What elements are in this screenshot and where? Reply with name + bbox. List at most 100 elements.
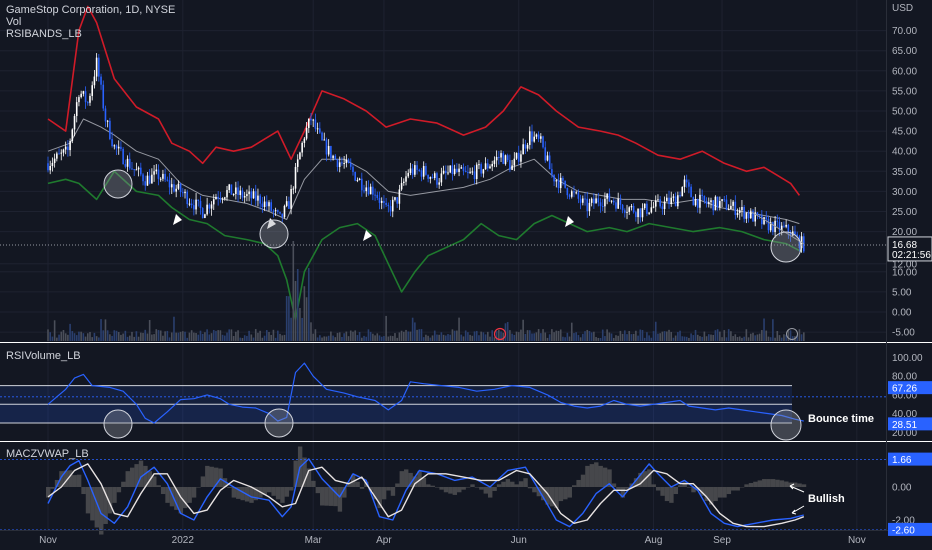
- candle-body: [745, 212, 748, 219]
- volume-bar: [148, 320, 151, 341]
- macz-vwap-pane[interactable]: [0, 446, 886, 535]
- volume-bar: [319, 335, 321, 341]
- rsibands-legend[interactable]: RSIBANDS_LB: [6, 28, 82, 40]
- volume-bar: [683, 336, 686, 341]
- candle-body: [254, 191, 257, 201]
- candle-body: [277, 210, 279, 212]
- candle-body: [316, 128, 319, 130]
- candle-body: [367, 187, 370, 195]
- volume-bar: [579, 337, 582, 341]
- volume-bar: [447, 334, 449, 341]
- candle-body: [535, 134, 538, 137]
- candle-body: [500, 153, 502, 158]
- macd-histogram-bar: [709, 487, 714, 505]
- rsi-volume-pane[interactable]: [0, 362, 886, 424]
- candle-body: [113, 145, 116, 147]
- volume-bar: [380, 336, 383, 341]
- candle-body: [425, 166, 427, 175]
- volume-bar: [307, 268, 310, 341]
- candle-body: [64, 146, 67, 150]
- candle-body: [679, 195, 681, 197]
- price-tick-label: 60.00: [892, 66, 917, 77]
- volume-bar: [522, 319, 524, 341]
- volume-bar: [212, 329, 215, 341]
- volume-bar: [111, 335, 113, 341]
- volume-bar: [464, 330, 467, 341]
- volume-bar: [789, 330, 792, 341]
- candle-body: [396, 197, 398, 204]
- price-pane[interactable]: [47, 5, 805, 342]
- countdown-value: 02:21:56: [892, 250, 931, 261]
- volume-bar: [151, 334, 153, 341]
- volume-bar: [60, 331, 63, 341]
- candle-body: [197, 199, 200, 202]
- volume-bar: [714, 330, 717, 341]
- candle-body: [696, 199, 699, 208]
- symbol-title[interactable]: GameStop Corporation, 1D, NYSE: [6, 4, 176, 16]
- highlight-circles: [103, 169, 802, 441]
- volume-bar: [146, 333, 149, 341]
- volume-bar: [772, 319, 774, 341]
- volume-bar: [639, 329, 642, 341]
- volume-bar: [469, 334, 471, 341]
- candle-body: [336, 159, 339, 167]
- candle-body: [451, 165, 454, 175]
- candle-body: [210, 204, 213, 209]
- macd-histogram-bar: [616, 487, 621, 491]
- volume-bar: [53, 320, 56, 341]
- volume-bar: [140, 332, 142, 341]
- candle-body: [723, 199, 726, 201]
- macd-histogram-bar: [788, 482, 793, 487]
- candle-body: [524, 144, 527, 149]
- macd-histogram-bar: [373, 487, 378, 500]
- rsi-tick-label: 80.00: [892, 372, 917, 383]
- volume-bar: [153, 334, 155, 341]
- candle-body: [471, 171, 474, 173]
- candle-body: [548, 155, 551, 170]
- volume-bar: [648, 335, 650, 341]
- macd-histogram-bar: [271, 487, 276, 496]
- candle-body: [555, 180, 558, 182]
- maczvwap-legend[interactable]: MACZVWAP_LB: [6, 448, 89, 460]
- volume-legend[interactable]: Vol: [6, 16, 22, 28]
- candle-body: [579, 198, 582, 203]
- macd-histogram-bar: [138, 460, 144, 487]
- volume-bar: [787, 330, 790, 341]
- volume-bar: [128, 335, 131, 341]
- macd-histogram-bar: [222, 478, 228, 487]
- volume-bar: [593, 331, 595, 341]
- volume-bar: [91, 337, 93, 341]
- volume-bar: [506, 322, 509, 341]
- volume-bar: [582, 333, 584, 341]
- macd-histogram-bar: [558, 487, 564, 502]
- candle-body: [288, 201, 290, 209]
- price-tick-label: 70.00: [892, 26, 917, 37]
- macd-histogram-bar: [678, 485, 683, 487]
- candle-body: [232, 193, 235, 195]
- candle-body: [522, 144, 524, 155]
- volume-bar: [654, 321, 657, 341]
- macd-histogram-bar: [501, 481, 506, 487]
- candle-body: [484, 163, 487, 170]
- volume-bar: [69, 323, 71, 341]
- candle-body: [635, 212, 637, 218]
- candle-body: [201, 208, 204, 219]
- volume-bar: [513, 334, 516, 341]
- volume-bar: [453, 330, 456, 341]
- volume-bar: [540, 333, 542, 341]
- volume-bar: [226, 332, 228, 341]
- candle-body: [562, 177, 564, 181]
- macd-histogram-bar: [792, 482, 798, 487]
- candle-body: [376, 194, 379, 198]
- volume-bar: [610, 333, 613, 341]
- candle-body: [431, 177, 434, 179]
- candle-body: [703, 195, 706, 202]
- candle-body: [714, 196, 717, 211]
- volume-bar: [460, 334, 463, 341]
- volume-bar: [239, 337, 242, 341]
- volume-bar: [723, 330, 726, 341]
- candle-body: [575, 192, 577, 194]
- rsivolume-legend[interactable]: RSIVolume_LB: [6, 350, 81, 362]
- candle-body: [102, 84, 105, 109]
